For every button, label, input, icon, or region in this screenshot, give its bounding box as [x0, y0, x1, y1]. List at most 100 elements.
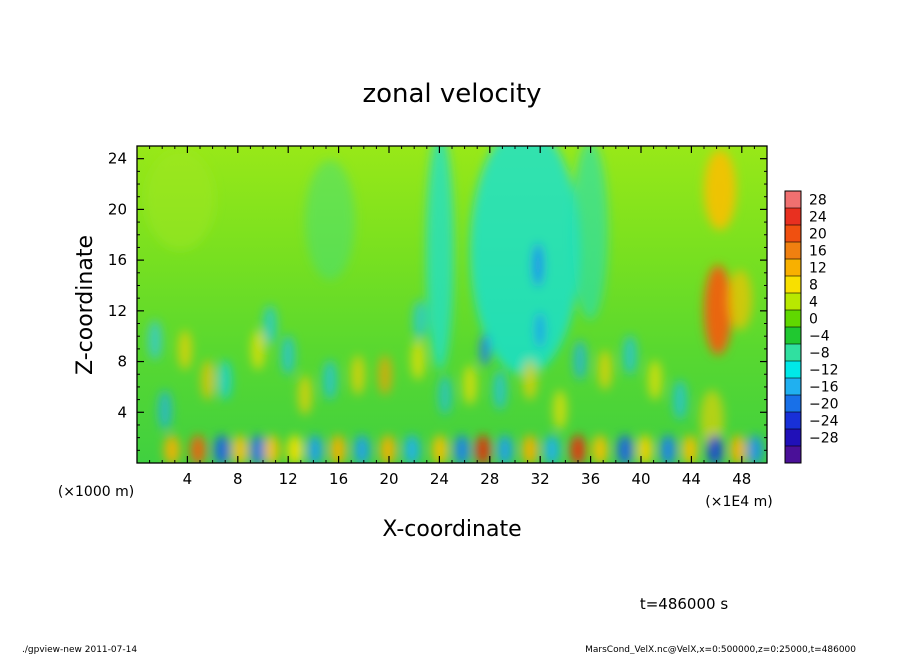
field-feature — [523, 360, 537, 400]
colorbar-swatch — [785, 446, 801, 464]
field-feature — [323, 360, 337, 400]
colorbar-label: 0 — [809, 312, 818, 328]
field-feature — [330, 435, 346, 463]
field-feature — [351, 355, 365, 395]
field-feature — [682, 435, 698, 463]
field-feature — [218, 360, 232, 400]
field-feature — [532, 243, 544, 287]
field-feature — [660, 435, 676, 463]
field-feature — [497, 435, 513, 463]
field-feature — [145, 150, 215, 250]
colorbar-swatch — [785, 395, 801, 413]
x-tick-label: 24 — [430, 470, 449, 488]
x-axis: 4 8 12 16 20 24 28 32 36 40 44 48 — [149, 146, 755, 488]
field-feature — [250, 435, 266, 463]
x-tick-label: 40 — [631, 470, 650, 488]
field-feature — [263, 305, 277, 345]
colorbar-label: 16 — [809, 244, 827, 260]
x-unit-label: (×1E4 m) — [705, 494, 772, 510]
field-feature — [572, 146, 608, 320]
field-feature — [404, 435, 420, 463]
footer-right: MarsCond_VelX.nc@VelX,x=0:500000,z=0:250… — [585, 645, 856, 654]
field-feature — [700, 390, 724, 450]
field-feature — [730, 435, 746, 463]
colorbar-swatch — [785, 191, 801, 209]
field-feature — [704, 150, 736, 230]
colorbar-label: −8 — [809, 346, 830, 362]
field-feature — [251, 330, 265, 370]
colorbar-swatch — [785, 412, 801, 430]
colorbar-label: −20 — [809, 397, 839, 413]
colorbar-swatch — [785, 378, 801, 396]
x-tick-label: 28 — [480, 470, 499, 488]
field-feature — [148, 320, 162, 360]
y-tick-label: 8 — [117, 353, 127, 371]
field-feature — [298, 375, 312, 415]
field-feature — [493, 370, 507, 410]
field-feature — [281, 335, 295, 375]
field-feature — [570, 435, 586, 463]
field-feature — [426, 146, 454, 370]
y-tick-label: 20 — [108, 200, 127, 218]
colorbar-swatch — [785, 208, 801, 226]
field-feature — [380, 435, 396, 463]
x-tick-label: 48 — [732, 470, 751, 488]
colorbar-swatch — [785, 327, 801, 345]
field-feature — [617, 435, 633, 463]
field-feature — [411, 340, 425, 380]
y-unit-label: (×1000 m) — [58, 484, 134, 500]
field-feature — [454, 435, 470, 463]
field-feature — [201, 360, 215, 400]
field-feature — [598, 350, 612, 390]
field-feature — [728, 270, 752, 330]
field-feature — [535, 312, 545, 348]
colorbar-label: −4 — [809, 329, 830, 345]
field-feature — [480, 334, 490, 366]
colorbar-swatch — [785, 276, 801, 294]
colorbar-label: −28 — [809, 431, 839, 447]
field-feature — [307, 435, 323, 463]
field-feature — [214, 435, 230, 463]
colorbar-label: 12 — [809, 261, 827, 277]
velocity-field — [137, 146, 767, 463]
footer-left: ./gpview-new 2011-07-14 — [22, 645, 137, 654]
x-tick-label: 32 — [531, 470, 550, 488]
colorbar-label: 4 — [809, 295, 818, 311]
field-feature — [623, 335, 637, 375]
x-tick-label: 4 — [183, 470, 193, 488]
colorbar-label: −12 — [809, 363, 839, 379]
x-tick-label: 12 — [279, 470, 298, 488]
x-tick-label: 16 — [329, 470, 348, 488]
chart-title: zonal velocity — [362, 79, 541, 109]
y-axis-label: Z-coordinate — [73, 235, 98, 375]
field-feature — [553, 390, 567, 430]
colorbar-swatch — [785, 242, 801, 260]
colorbar-label: −16 — [809, 380, 839, 396]
x-tick-label: 36 — [581, 470, 600, 488]
colorbar-label: 20 — [809, 227, 827, 243]
field-feature — [637, 435, 653, 463]
colorbar-label: 28 — [809, 193, 827, 209]
field-feature — [522, 435, 538, 463]
field-feature — [475, 435, 491, 463]
field-feature — [378, 355, 392, 395]
y-axis: 4 8 12 16 20 24 — [108, 150, 767, 451]
velocity-features — [145, 146, 763, 463]
field-feature — [287, 435, 303, 463]
x-tick-label: 44 — [682, 470, 701, 488]
y-tick-label: 16 — [108, 251, 127, 269]
field-feature — [544, 435, 560, 463]
field-feature — [305, 160, 355, 280]
colorbar-swatch — [785, 259, 801, 277]
colorbar-swatch — [785, 344, 801, 362]
field-feature — [232, 435, 248, 463]
y-tick-label: 24 — [108, 150, 127, 168]
field-feature — [673, 380, 687, 420]
colorbar-label: 24 — [809, 210, 827, 226]
colorbar-swatch — [785, 361, 801, 379]
field-feature — [707, 435, 723, 463]
x-tick-label: 8 — [233, 470, 243, 488]
field-feature — [470, 146, 580, 375]
